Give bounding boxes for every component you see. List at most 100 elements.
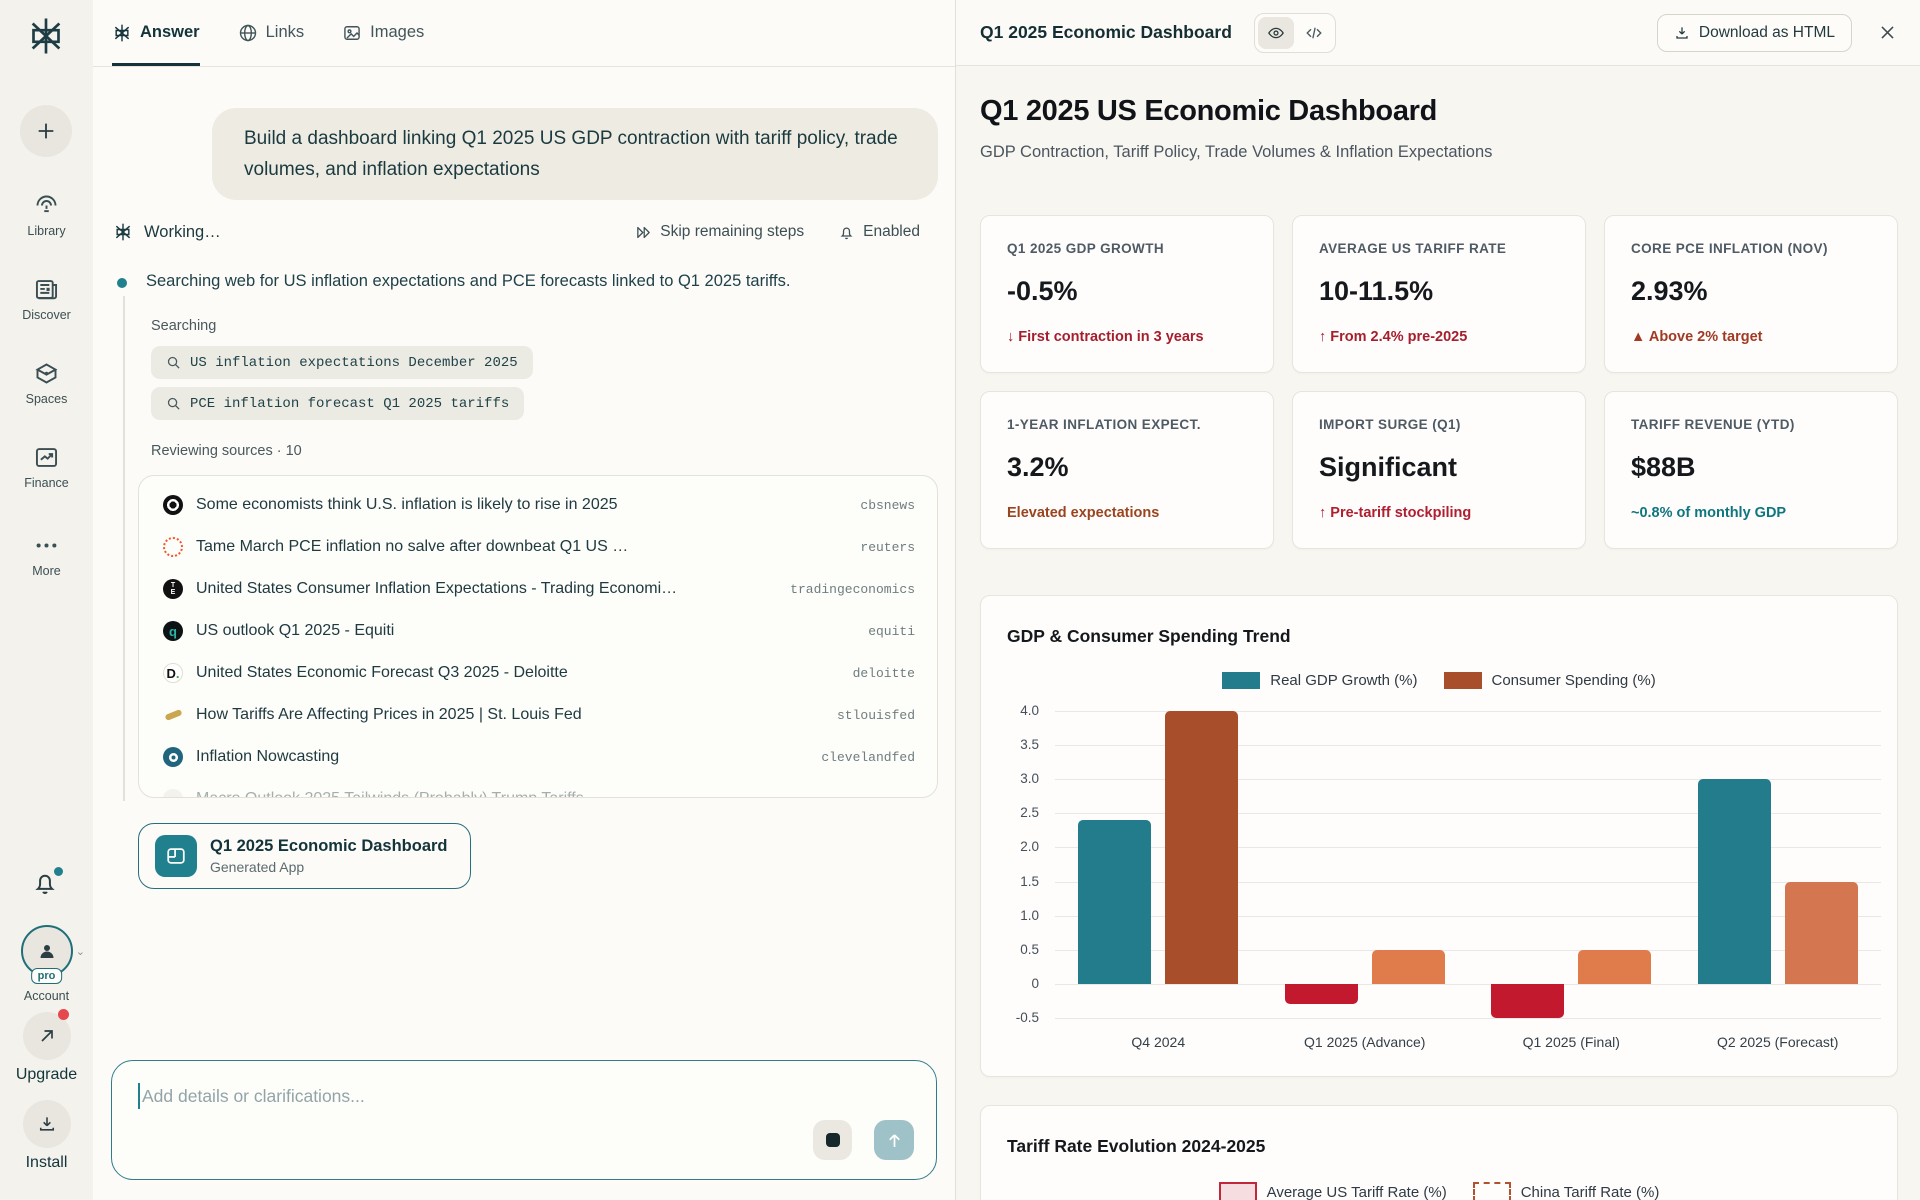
source-row[interactable]: How Tariffs Are Affecting Prices in 2025… [139, 694, 937, 736]
equiti-favicon-icon: q [163, 621, 183, 641]
stop-icon [825, 1133, 840, 1147]
stat-label: AVERAGE US TARIFF RATE [1319, 241, 1507, 256]
globe-icon [239, 24, 256, 41]
gridline [1055, 1018, 1881, 1019]
legend-item-gdp: Real GDP Growth (%) [1222, 672, 1418, 689]
perplexity-logo[interactable] [24, 14, 68, 58]
stat-value: 2.93% [1631, 276, 1708, 306]
app-card-subtitle: Generated App [210, 859, 305, 875]
arrow-up-right-icon [40, 1030, 53, 1042]
app-preview-panel: Q1 2025 Economic Dashboard Download as H… [955, 0, 1920, 1200]
download-label: Download as HTML [1698, 23, 1835, 41]
stop-button[interactable] [813, 1120, 852, 1160]
sidebar-item-more[interactable]: More [0, 532, 93, 578]
search-chip-text: PCE inflation forecast Q1 2025 tariffs [190, 395, 510, 412]
stat-value: 10-11.5% [1319, 276, 1434, 306]
search-chip[interactable]: US inflation expectations December 2025 [151, 346, 533, 379]
notifications-bell-button[interactable] [31, 867, 63, 899]
stat-value: Significant [1319, 452, 1458, 482]
source-title: United States Economic Forecast Q3 2025 … [196, 664, 568, 681]
skip-remaining-steps-button[interactable]: Skip remaining steps [635, 223, 804, 241]
y-tick-label: 1.0 [1020, 907, 1039, 923]
chart-legend: Real GDP Growth (%) Consumer Spending (%… [981, 672, 1897, 689]
source-row[interactable]: Some economists think U.S. inflation is … [139, 484, 937, 526]
source-row[interactable]: Macro Outlook 2025 Tailwinds (Probably) … [139, 778, 937, 797]
skip-label: Skip remaining steps [660, 223, 805, 240]
x-tick-label: Q1 2025 (Advance) [1304, 1034, 1426, 1050]
gridline [1055, 711, 1881, 712]
chart-title: Tariff Rate Evolution 2024-2025 [1007, 1136, 1266, 1156]
sidebar-item-finance[interactable]: Finance [0, 444, 93, 490]
composer[interactable]: Add details or clarifications... [111, 1060, 937, 1180]
search-chip[interactable]: PCE inflation forecast Q1 2025 tariffs [151, 387, 525, 420]
upgrade-dot [57, 1009, 69, 1020]
stat-card-tariff-revenue: TARIFF REVENUE (YTD) $88B ~0.8% of month… [1604, 391, 1898, 549]
bell-icon [840, 227, 853, 239]
gridline [1055, 915, 1881, 917]
stat-label: CORE PCE INFLATION (NOV) [1631, 241, 1828, 256]
bell-icon [35, 874, 55, 894]
preview-header: Q1 2025 Economic Dashboard Download as H… [956, 0, 1920, 66]
legend-swatch-teal [1222, 672, 1261, 689]
gridline [1055, 983, 1881, 985]
close-preview-button[interactable] [1878, 23, 1897, 42]
y-tick-label: 0 [1031, 975, 1039, 991]
y-tick-label: -0.5 [1015, 1010, 1039, 1025]
source-title: Inflation Nowcasting [196, 748, 340, 765]
preview-view-button[interactable] [1257, 16, 1294, 49]
sidebar-item-spaces[interactable]: Spaces [0, 360, 93, 406]
preview-title: Q1 2025 Economic Dashboard [980, 22, 1232, 42]
stat-label: IMPORT SURGE (Q1) [1319, 417, 1461, 432]
image-icon [344, 25, 360, 40]
gdp-chart-yticks: 4.0 3.5 3.0 2.5 2.0 1.5 1.0 0.5 0 -0.5 [999, 703, 1047, 1025]
source-title: Some economists think U.S. inflation is … [196, 496, 618, 513]
chart-title: GDP & Consumer Spending Trend [1007, 626, 1291, 646]
skip-forward-icon [637, 226, 651, 238]
chart-bar [1284, 983, 1358, 1005]
install-button[interactable]: Install [0, 1100, 93, 1172]
install-label: Install [25, 1154, 68, 1171]
sidebar-item-discover[interactable]: Discover [0, 276, 93, 322]
legend-label: Real GDP Growth (%) [1270, 672, 1418, 689]
perplexity-logo-icon [31, 18, 61, 54]
upgrade-button[interactable]: Upgrade [0, 1009, 93, 1084]
source-row[interactable]: D. United States Economic Forecast Q3 20… [139, 652, 937, 694]
download-html-button[interactable]: Download as HTML [1656, 13, 1852, 52]
submit-button[interactable] [874, 1120, 914, 1160]
x-tick-label: Q2 2025 (Forecast) [1717, 1034, 1839, 1050]
source-row[interactable]: q US outlook Q1 2025 - Equiti equiti [139, 610, 937, 652]
generated-app-card[interactable]: Q1 2025 Economic Dashboard Generated App [138, 823, 471, 889]
sidebar-item-library[interactable]: Library [0, 192, 93, 238]
notifications-enabled-button[interactable]: Enabled [838, 223, 920, 241]
code-view-button[interactable] [1296, 17, 1332, 49]
source-row[interactable]: Tame March PCE inflation no salve after … [139, 526, 937, 568]
more-icon [36, 543, 57, 548]
tab-links[interactable]: Links [238, 0, 305, 66]
source-row[interactable]: Inflation Nowcasting clevelandfed [139, 736, 937, 778]
stat-card-tariff-rate: AVERAGE US TARIFF RATE 10-11.5% ↑ From 2… [1292, 215, 1586, 373]
stat-cards: Q1 2025 GDP GROWTH -0.5% ↓ First contrac… [980, 215, 1898, 549]
spaces-icon [35, 363, 58, 384]
plus-icon [38, 123, 54, 139]
account-button[interactable]: pro Account [0, 925, 93, 1003]
y-tick-label: 4.0 [1020, 703, 1039, 718]
source-favicon-icon [163, 789, 183, 797]
tab-images[interactable]: Images [342, 0, 424, 66]
arrow-up-icon [888, 1133, 900, 1147]
view-toggle [1253, 12, 1336, 53]
source-title: How Tariffs Are Affecting Prices in 2025… [196, 706, 582, 723]
gridline [1055, 745, 1881, 747]
source-title: Tame March PCE inflation no salve after … [196, 538, 629, 555]
close-icon [1881, 26, 1894, 39]
gdp-spending-chart-card: GDP & Consumer Spending Trend Real GDP G… [980, 595, 1898, 1077]
gridline [1055, 779, 1881, 781]
pro-badge: pro [30, 968, 63, 984]
chart-bar [1165, 711, 1239, 984]
legend-item-china-tariff: China Tariff Rate (%) [1472, 1182, 1659, 1200]
tab-answer[interactable]: Answer [112, 0, 200, 66]
new-thread-button[interactable] [20, 105, 72, 157]
notification-dot [54, 867, 63, 876]
tab-label: Links [265, 23, 305, 41]
stat-card-gdp-growth: Q1 2025 GDP GROWTH -0.5% ↓ First contrac… [980, 215, 1274, 373]
